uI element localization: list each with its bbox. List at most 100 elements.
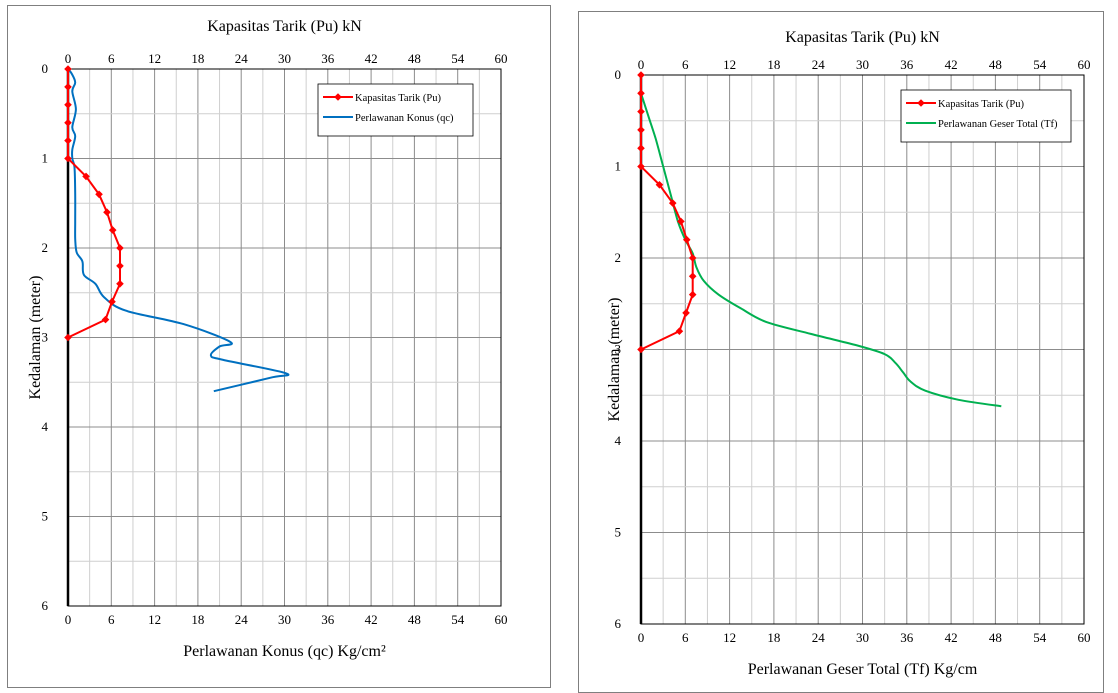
x-tick-label-top: 30 xyxy=(856,57,869,72)
x-tick-label-top: 24 xyxy=(812,57,826,72)
legend-box xyxy=(900,89,1072,143)
data-point-marker xyxy=(108,297,116,306)
y-axis-label: Kedalaman (meter) xyxy=(606,298,623,422)
x-tick-label-bottom: 30 xyxy=(278,612,291,627)
x-tick-label-bottom: 6 xyxy=(682,630,689,645)
legend: Kapasitas Tarik (Pu) Perlawanan Geser Tot… xyxy=(900,89,1072,143)
x-tick-label-top: 48 xyxy=(989,57,1002,72)
series-line xyxy=(640,92,1002,408)
legend-entry: Perlawanan Konus (qc) xyxy=(355,113,454,124)
data-point-marker xyxy=(101,315,110,324)
data-point-marker xyxy=(668,199,677,207)
data-point-marker xyxy=(116,280,124,288)
chart-title: Kapasitas Tarik (Pu) kN xyxy=(207,18,362,35)
grid xyxy=(640,74,1085,625)
data-point-marker xyxy=(108,226,117,234)
grid xyxy=(67,68,502,607)
y-tick-label: 5 xyxy=(615,525,622,540)
x-tick-label-bottom: 48 xyxy=(989,630,1002,645)
x-tick-label-top: 42 xyxy=(945,57,958,72)
data-point-marker xyxy=(116,244,124,252)
y-tick-label: 4 xyxy=(615,433,622,448)
x-tick-label-bottom: 60 xyxy=(1078,630,1091,645)
x-tick-label-bottom: 24 xyxy=(235,612,249,627)
right-chart-panel: 0 0 6 6 12 12 18 18 24 24 30 30 36 36 42 42 48 48 54 54 60 60… xyxy=(578,11,1104,693)
y-axis-label: Kedalaman (meter) xyxy=(27,276,44,400)
x-axis-label: Perlawanan Konus (qc) Kg/cm² xyxy=(183,643,386,660)
right-chart-svg: 0066121218182424303036364242484854546060… xyxy=(606,29,1091,678)
x-tick-label-top: 54 xyxy=(1033,57,1047,72)
y-tick-label: 2 xyxy=(615,250,622,265)
x-tick-label-top: 12 xyxy=(723,57,736,72)
y-tick-label: 0 xyxy=(42,61,49,76)
series-line xyxy=(67,68,290,393)
y-tick-label: 5 xyxy=(42,509,49,524)
x-tick-label-bottom: 54 xyxy=(451,612,465,627)
data-point-marker xyxy=(64,83,72,91)
y-tick-label: 4 xyxy=(42,419,49,434)
data-point-marker xyxy=(655,181,664,189)
y-tick-label: 0 xyxy=(615,67,622,82)
y-tick-label: 6 xyxy=(615,616,622,631)
data-point-marker xyxy=(64,118,72,127)
data-point-marker xyxy=(64,154,72,163)
y-tick-label: 3 xyxy=(615,342,622,357)
data-point-marker xyxy=(64,101,72,109)
data-point-marker xyxy=(688,254,697,262)
legend-entry: Kapasitas Tarik (Pu) xyxy=(938,99,1024,110)
data-point-marker xyxy=(682,235,691,244)
data-point-marker xyxy=(64,65,72,73)
x-tick-label-top: 36 xyxy=(321,51,335,66)
data-point-marker xyxy=(688,290,697,299)
series-1 xyxy=(640,92,1002,408)
x-tick-label-top: 30 xyxy=(278,51,291,66)
x-tick-label-bottom: 42 xyxy=(945,630,958,645)
left-chart-panel: 0 0 6 6 12 12 18 18 24 24 30 30 36 36 42 42 48 48 54 54 60 60… xyxy=(7,5,551,688)
data-point-marker xyxy=(675,327,684,335)
x-tick-label-top: 42 xyxy=(365,51,378,66)
x-tick-label-bottom: 48 xyxy=(408,612,421,627)
data-point-marker xyxy=(95,190,103,199)
x-tick-label-bottom: 24 xyxy=(812,630,826,645)
data-point-marker xyxy=(103,208,111,216)
x-axis-label: Perlawanan Geser Total (Tf) Kg/cm xyxy=(748,661,978,678)
x-tick-label-top: 24 xyxy=(235,51,249,66)
x-tick-label-bottom: 30 xyxy=(856,630,869,645)
x-tick-label-bottom: 36 xyxy=(321,612,335,627)
x-tick-label-top: 60 xyxy=(1078,57,1091,72)
x-tick-label-bottom: 12 xyxy=(148,612,161,627)
x-tick-label-top: 54 xyxy=(451,51,465,66)
x-tick-label-bottom: 42 xyxy=(365,612,378,627)
series-0 xyxy=(64,65,124,342)
x-tick-label-bottom: 18 xyxy=(191,612,204,627)
data-point-marker xyxy=(116,262,124,270)
legend-entry: Kapasitas Tarik (Pu) xyxy=(355,93,441,104)
x-tick-label-bottom: 18 xyxy=(767,630,780,645)
x-tick-label-bottom: 0 xyxy=(638,630,645,645)
x-tick-label-top: 18 xyxy=(191,51,204,66)
series-1 xyxy=(67,68,290,393)
data-point-marker xyxy=(688,272,697,281)
legend-box xyxy=(317,83,474,137)
y-tick-label: 1 xyxy=(42,151,49,166)
x-tick-label-top: 0 xyxy=(638,57,645,72)
series-line xyxy=(640,75,694,351)
legend-entry: Perlawanan Geser Total (Tf) xyxy=(938,119,1058,130)
x-tick-label-bottom: 0 xyxy=(65,612,72,627)
y-tick-label: 3 xyxy=(42,330,49,345)
x-tick-label-top: 60 xyxy=(495,51,508,66)
x-tick-label-top: 0 xyxy=(65,51,72,66)
series-line xyxy=(67,69,121,339)
data-point-marker xyxy=(64,136,72,145)
x-tick-label-bottom: 36 xyxy=(900,630,914,645)
x-tick-label-bottom: 12 xyxy=(723,630,736,645)
x-tick-label-bottom: 54 xyxy=(1033,630,1047,645)
legend: Kapasitas Tarik (Pu) Perlawanan Konus (qc… xyxy=(317,83,474,137)
chart-title: Kapasitas Tarik (Pu) kN xyxy=(785,29,940,46)
x-tick-label-bottom: 6 xyxy=(108,612,115,627)
y-tick-label: 2 xyxy=(42,240,49,255)
x-tick-label-top: 36 xyxy=(900,57,914,72)
data-point-marker xyxy=(64,333,72,342)
y-tick-label: 1 xyxy=(615,159,622,174)
x-tick-label-bottom: 60 xyxy=(495,612,508,627)
